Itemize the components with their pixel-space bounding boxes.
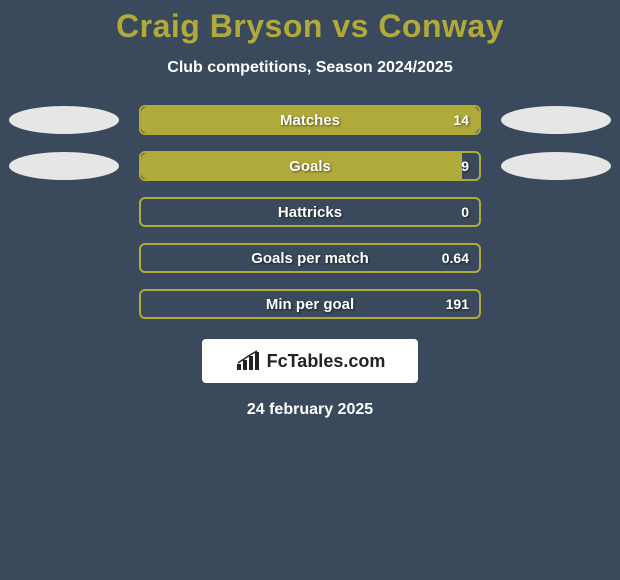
right-ellipse xyxy=(501,106,611,134)
stat-bar: Goals 9 xyxy=(139,151,481,181)
stat-label: Goals per match xyxy=(251,250,369,267)
ellipse-placeholder xyxy=(501,244,611,272)
stats-list: Matches 14 Goals 9 Hattricks 0 Goals per match… xyxy=(0,105,620,319)
page-title: Craig Bryson vs Conway xyxy=(0,0,620,45)
stat-row: Matches 14 xyxy=(0,105,620,135)
stat-row: Hattricks 0 xyxy=(0,197,620,227)
stat-bar: Goals per match 0.64 xyxy=(139,243,481,273)
stat-bar: Min per goal 191 xyxy=(139,289,481,319)
comparison-infographic: Craig Bryson vs Conway Club competitions… xyxy=(0,0,620,580)
date-label: 24 february 2025 xyxy=(0,401,620,419)
stat-value: 0 xyxy=(461,204,469,220)
stat-value: 14 xyxy=(453,112,469,128)
stat-label: Goals xyxy=(289,158,331,175)
branding-text: FcTables.com xyxy=(267,351,386,372)
stat-value: 0.64 xyxy=(442,250,469,266)
right-ellipse xyxy=(501,152,611,180)
stat-row: Min per goal 191 xyxy=(0,289,620,319)
subtitle: Club competitions, Season 2024/2025 xyxy=(0,59,620,77)
left-ellipse xyxy=(9,106,119,134)
stat-label: Matches xyxy=(280,112,340,129)
ellipse-placeholder xyxy=(9,290,119,318)
stat-value: 191 xyxy=(446,296,469,312)
stat-row: Goals 9 xyxy=(0,151,620,181)
stat-label: Hattricks xyxy=(278,204,342,221)
stat-bar: Hattricks 0 xyxy=(139,197,481,227)
ellipse-placeholder xyxy=(9,198,119,226)
left-ellipse xyxy=(9,152,119,180)
stat-value: 9 xyxy=(461,158,469,174)
chart-icon xyxy=(235,350,261,372)
ellipse-placeholder xyxy=(501,198,611,226)
stat-label: Min per goal xyxy=(266,296,354,313)
branding-badge: FcTables.com xyxy=(202,339,418,383)
ellipse-placeholder xyxy=(9,244,119,272)
stat-row: Goals per match 0.64 xyxy=(0,243,620,273)
ellipse-placeholder xyxy=(501,290,611,318)
stat-bar: Matches 14 xyxy=(139,105,481,135)
